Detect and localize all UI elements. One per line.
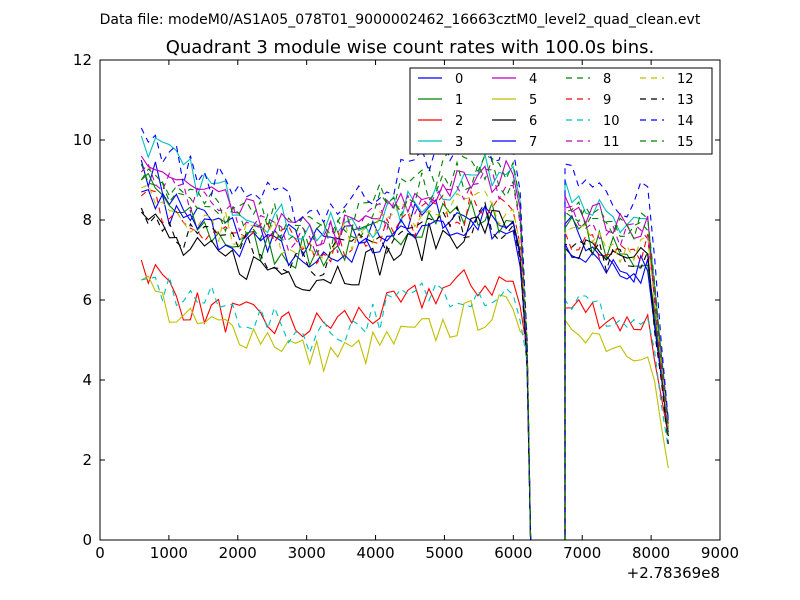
file-label: Data file: modeM0/AS1A05_078T01_90000024… bbox=[100, 12, 701, 28]
x-tick-label: 7000 bbox=[563, 544, 601, 562]
series-line-6 bbox=[140, 209, 669, 541]
series-line-8 bbox=[140, 148, 669, 541]
legend-label: 5 bbox=[529, 93, 537, 108]
series-line-7 bbox=[141, 188, 669, 541]
series-line-1 bbox=[140, 172, 669, 541]
legend-label: 13 bbox=[677, 93, 694, 108]
series-line-9 bbox=[140, 189, 669, 541]
y-tick-label: 4 bbox=[82, 371, 92, 389]
series-line-10 bbox=[141, 274, 669, 541]
x-tick-label: 6000 bbox=[494, 544, 532, 562]
chart-title: Quadrant 3 module wise count rates with … bbox=[166, 37, 655, 58]
y-tick-label: 0 bbox=[82, 531, 92, 549]
x-tick-label: 3000 bbox=[288, 544, 326, 562]
legend-label: 1 bbox=[455, 93, 463, 108]
series-line-13 bbox=[140, 201, 669, 541]
x-tick-label: 2000 bbox=[219, 544, 257, 562]
legend-box bbox=[409, 67, 713, 155]
y-tick-label: 10 bbox=[73, 131, 92, 149]
x-tick-label: 4000 bbox=[356, 544, 394, 562]
legend-label: 15 bbox=[677, 135, 694, 150]
x-tick-label: 5000 bbox=[425, 544, 463, 562]
y-tick-label: 6 bbox=[82, 291, 92, 309]
legend-label: 4 bbox=[529, 72, 537, 87]
x-tick-label: 0 bbox=[95, 544, 105, 562]
series-line-15 bbox=[140, 158, 669, 541]
legend-label: 14 bbox=[677, 114, 694, 129]
legend-label: 6 bbox=[529, 114, 537, 129]
y-tick-label: 8 bbox=[82, 211, 92, 229]
legend-label: 9 bbox=[603, 93, 611, 108]
series-line-0 bbox=[140, 159, 669, 541]
x-offset-label: +2.78369e8 bbox=[627, 564, 720, 582]
series-line-14 bbox=[140, 126, 669, 541]
series-line-12 bbox=[141, 183, 669, 541]
legend-label: 0 bbox=[455, 72, 463, 87]
x-tick-label: 9000 bbox=[701, 544, 739, 562]
x-tick-label: 1000 bbox=[150, 544, 188, 562]
y-tick-label: 12 bbox=[73, 51, 92, 69]
legend-label: 12 bbox=[677, 72, 694, 87]
legend-label: 8 bbox=[603, 72, 611, 87]
legend-label: 2 bbox=[455, 114, 463, 129]
legend-label: 11 bbox=[603, 135, 620, 150]
series-line-2 bbox=[140, 259, 669, 541]
legend-label: 7 bbox=[529, 135, 537, 150]
series-line-5 bbox=[141, 275, 669, 541]
x-tick-label: 8000 bbox=[632, 544, 670, 562]
axis-ticks: 0 1000 2000 3000 4000 5000 6000 7000 8000 9000 0 2 4… bbox=[73, 51, 739, 562]
y-tick-label: 2 bbox=[82, 451, 92, 469]
plot-lines bbox=[140, 126, 669, 541]
legend-label: 10 bbox=[603, 114, 620, 129]
legend-label: 3 bbox=[455, 135, 463, 150]
